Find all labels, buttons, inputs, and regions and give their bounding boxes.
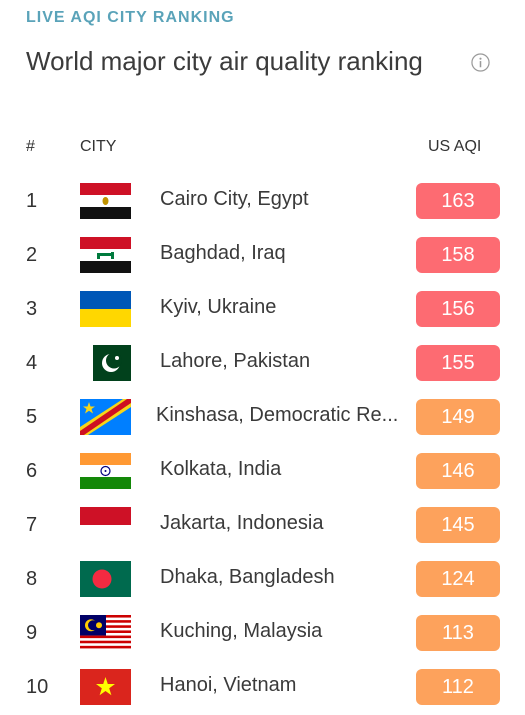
table-row[interactable]: 3 Kyiv, Ukraine 156 [0,291,525,327]
city-name[interactable]: Kolkata, India [160,458,282,480]
table-row[interactable]: 5 Kinshasa, Democratic Re... 149 [0,399,525,435]
bangladesh-flag-icon [80,561,131,597]
city-name[interactable]: Kinshasa, Democratic Re... [156,404,399,426]
rank-value: 4 [26,352,38,374]
city-name[interactable]: Lahore, Pakistan [160,350,311,372]
info-circle-icon[interactable] [471,53,490,72]
malaysia-flag-icon [80,615,131,651]
india-flag-icon [80,453,131,489]
table-row[interactable]: 9 Kuching, Malaysia 113 [0,615,525,651]
rank-value: 9 [26,622,38,644]
rank-value: 8 [26,568,38,590]
table-row[interactable]: 2 Baghdad, Iraq 158 [0,237,525,273]
egypt-flag-icon [80,183,131,219]
aqi-badge: 113 [416,615,500,651]
indonesia-flag-icon [80,507,131,543]
rank-value: 7 [26,514,38,536]
ukraine-flag-icon [80,291,131,327]
rank-value: 2 [26,244,38,266]
aqi-badge: 145 [416,507,500,543]
rank-value: 1 [26,190,38,212]
table-row[interactable]: 1 Cairo City, Egypt 163 [0,183,525,219]
aqi-badge: 149 [416,399,500,435]
city-name[interactable]: Hanoi, Vietnam [160,674,297,696]
table-row[interactable]: 7 Jakarta, Indonesia 145 [0,507,525,543]
rank-value: 10 [26,676,49,698]
iraq-flag-icon [80,237,131,273]
city-name[interactable]: Kyiv, Ukraine [160,296,277,318]
aqi-badge: 124 [416,561,500,597]
aqi-badge: 112 [416,669,500,705]
rank-value: 5 [26,406,38,428]
page-title: World major city air quality ranking [26,46,423,76]
vietnam-flag-icon [80,669,131,705]
city-name[interactable]: Dhaka, Bangladesh [160,566,335,588]
aqi-badge: 163 [416,183,500,219]
city-name[interactable]: Jakarta, Indonesia [160,512,324,534]
dr-congo-flag-icon [80,399,131,435]
aqi-badge: 158 [416,237,500,273]
table-row[interactable]: 6 Kolkata, India 146 [0,453,525,489]
table-row[interactable]: 10 Hanoi, Vietnam 112 [0,669,525,705]
city-name[interactable]: Baghdad, Iraq [160,242,286,264]
aqi-badge: 146 [416,453,500,489]
column-header-rank: # [26,138,35,155]
table-row[interactable]: 4 Lahore, Pakistan 155 [0,345,525,381]
rank-value: 6 [26,460,38,482]
pakistan-flag-icon [80,345,131,381]
column-header-aqi: US AQI [428,138,482,155]
city-name[interactable]: Kuching, Malaysia [160,620,323,642]
rank-value: 3 [26,298,38,320]
column-header-city: CITY [80,138,117,155]
eyebrow-label: LIVE AQI CITY RANKING [26,9,235,26]
table-row[interactable]: 8 Dhaka, Bangladesh 124 [0,561,525,597]
aqi-badge: 155 [416,345,500,381]
city-name[interactable]: Cairo City, Egypt [160,188,309,210]
aqi-badge: 156 [416,291,500,327]
